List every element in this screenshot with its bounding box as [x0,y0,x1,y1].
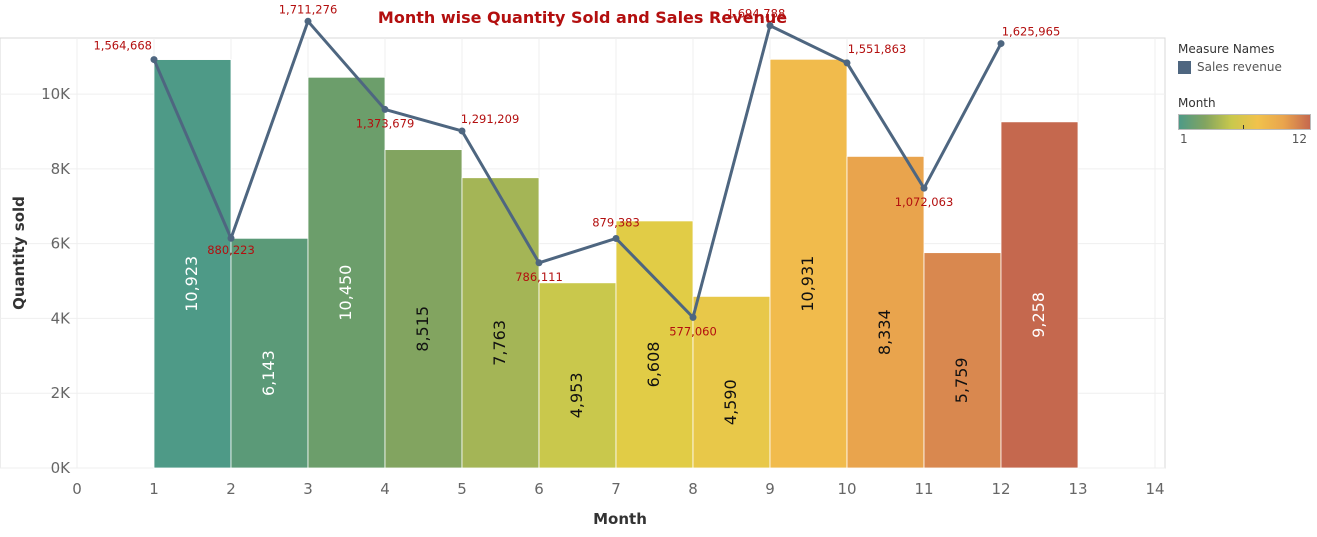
bar-month-6 [538,282,617,469]
chart-title: Month wise Quantity Sold and Sales Reven… [377,8,788,27]
revenue-value-label: 1,711,276 [279,2,338,16]
bar-month-8 [692,295,771,469]
bar-month-9 [769,58,848,469]
bar-value-label: 7,763 [490,320,509,366]
sales-revenue-point [535,259,543,267]
y-tick-label: 10K [41,85,71,103]
x-tick-label: 13 [1068,480,1087,498]
sales-revenue-line [152,19,1003,319]
revenue-value-label: 1,694,788 [727,7,786,21]
legend-label-sales-revenue: Sales revenue [1197,60,1282,74]
bar-month-12 [1000,121,1079,469]
bar-month-10 [846,155,925,469]
bar-month-5 [461,177,540,469]
revenue-value-label: 1,373,679 [356,116,415,130]
y-axis-title: Quantity sold [10,196,28,310]
y-tick-label: 6K [51,235,72,253]
bar-value-label: 10,923 [182,256,201,312]
revenue-value-label: 1,551,863 [848,42,907,56]
sales-revenue-point [381,105,389,113]
revenue-value-label: 786,111 [515,270,563,284]
x-tick-label: 2 [226,480,236,498]
x-tick-label: 10 [837,480,856,498]
sales-revenue-point [766,22,774,30]
x-tick-label: 6 [534,480,544,498]
revenue-value-label: 879,383 [592,215,640,229]
bar-value-label: 6,143 [259,350,278,396]
legend-measure-title: Measure Names [1178,42,1275,56]
revenue-value-label: 1,564,668 [93,39,152,53]
y-tick-label: 0K [51,459,72,477]
legend-color-max: 12 [1291,132,1307,146]
sales-revenue-point [997,40,1005,48]
x-tick-label: 8 [688,480,698,498]
x-tick-label: 12 [991,480,1010,498]
revenue-value-label: 1,625,965 [1002,25,1061,39]
bar-value-label: 4,953 [567,372,586,418]
sales-revenue-point [920,184,928,192]
x-tick-label: 0 [72,480,82,498]
legend-color-title: Month [1178,96,1216,110]
bar-value-label: 4,590 [721,379,740,425]
x-tick-label: 5 [457,480,467,498]
revenue-value-label: 1,072,063 [895,195,954,209]
x-tick-label: 4 [380,480,390,498]
bar-value-label: 10,931 [798,256,817,312]
x-axis-title: Month [593,510,647,528]
bar-month-11 [923,252,1002,469]
bar-month-2 [230,237,309,469]
sales-revenue-point [458,127,466,135]
y-tick-label: 2K [51,384,72,402]
sales-revenue-point [304,17,312,25]
legend-gradient-tick [1243,125,1244,129]
bar-value-label: 8,334 [875,309,894,355]
y-tick-label: 4K [51,309,72,327]
sales-revenue-point [150,56,158,64]
y-tick-label: 8K [51,160,72,178]
revenue-value-label: 1,291,209 [461,112,520,126]
x-tick-label: 9 [765,480,775,498]
legend-swatch-sales-revenue [1178,60,1191,74]
bar-value-label: 5,759 [952,357,971,403]
x-tick-label: 1 [149,480,159,498]
x-tick-label: 14 [1145,480,1164,498]
sales-revenue-point [612,234,620,242]
x-tick-label: 7 [611,480,621,498]
revenue-value-label: 880,223 [207,243,255,257]
bar-value-label: 9,258 [1029,292,1048,338]
sales-revenue-point [227,234,235,242]
legend-item-sales-revenue[interactable]: Sales revenue [1178,60,1313,74]
bar-value-label: 10,450 [336,265,355,321]
legend-color-min: 1 [1180,132,1188,146]
revenue-value-label: 577,060 [669,324,717,338]
bar-month-1 [153,59,232,469]
sales-revenue-point [843,59,851,67]
legend-color-gradient[interactable] [1178,114,1311,130]
bar-value-label: 6,608 [644,342,663,388]
bar-value-label: 8,515 [413,306,432,352]
legend: Measure Names Sales revenue Month 1 12 [1178,42,1313,146]
bar-month-7 [615,220,694,469]
x-tick-label: 11 [914,480,933,498]
bar-month-4 [384,149,463,469]
x-tick-label: 3 [303,480,313,498]
sales-revenue-point [689,313,697,321]
